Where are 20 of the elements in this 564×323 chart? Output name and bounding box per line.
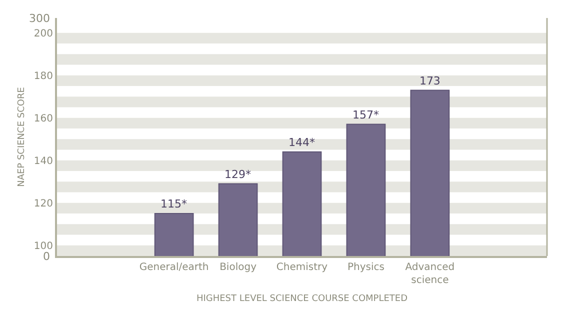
data-label: 115*	[160, 198, 188, 210]
y-tick-label: 120	[34, 198, 53, 210]
y-tick-label: 180	[34, 70, 53, 82]
x-tick-label: Biology	[220, 262, 257, 273]
text: 300	[29, 12, 50, 25]
x-tick-label: Chemistry	[276, 262, 328, 273]
x-axis-title: HIGHEST LEVEL SCIENCE COURSE COMPLETED	[196, 294, 408, 304]
text: 0	[43, 250, 50, 263]
data-label: 173	[419, 74, 440, 88]
y-tick-label: 140	[34, 156, 53, 167]
y-axis-title: NAEP SCIENCE SCORE	[16, 86, 27, 187]
data-label: 157*	[352, 108, 380, 122]
data-label: 129*	[224, 168, 252, 181]
y-tick-label: 100	[34, 240, 53, 252]
y-tick-label: 160	[34, 113, 53, 124]
y-tick-label: 200	[34, 28, 53, 40]
x-tick-label: Advanced science	[405, 262, 455, 286]
x-tick-label: General/earth	[139, 262, 209, 273]
data-label: 144*	[288, 136, 316, 149]
x-tick-label: Physics	[347, 262, 384, 273]
